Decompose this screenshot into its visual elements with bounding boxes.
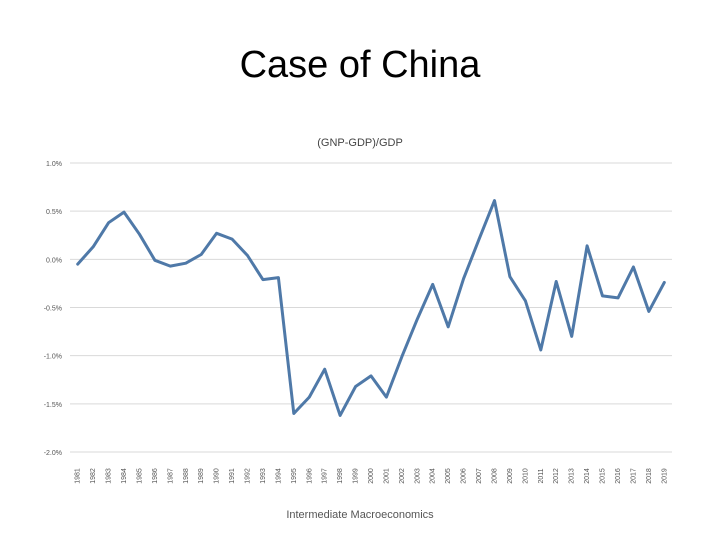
data-point [261, 278, 265, 281]
x-tick-label: 2014 [584, 468, 591, 484]
data-point [647, 310, 651, 313]
x-tick-label: 1983 [106, 468, 113, 484]
data-point [477, 237, 481, 241]
y-tick-label: 0.5% [46, 209, 62, 216]
y-tick-label: -1.5% [44, 402, 62, 409]
x-tick-label: 1992 [245, 468, 252, 484]
data-point [107, 221, 110, 224]
data-point [431, 283, 434, 286]
x-tick-label: 1999 [353, 468, 360, 484]
x-tick-label: 2011 [538, 468, 545, 483]
data-point [462, 277, 465, 280]
data-point [308, 395, 311, 399]
x-tick-label: 1988 [183, 468, 190, 484]
x-tick-label: 2013 [569, 468, 576, 484]
data-point [570, 335, 573, 338]
x-tick-label: 1986 [152, 468, 159, 484]
data-point [122, 210, 126, 214]
data-point [416, 317, 419, 321]
x-tick-label: 2018 [646, 468, 653, 484]
data-point [508, 275, 512, 278]
x-tick-label: 2016 [615, 468, 622, 484]
x-tick-label: 2006 [461, 468, 468, 484]
x-tick-label: 1995 [291, 468, 298, 484]
x-tick-label: 2017 [630, 468, 637, 484]
x-tick-label: 2010 [522, 468, 529, 484]
x-tick-label: 2000 [368, 468, 375, 484]
data-point [493, 199, 496, 202]
data-point [338, 414, 342, 417]
data-point [246, 254, 249, 257]
data-point [446, 325, 450, 328]
data-point [555, 280, 558, 283]
data-point [292, 412, 296, 415]
data-point [539, 348, 542, 352]
x-tick-label: 2008 [491, 468, 498, 484]
chart-title: (GNP-GDP)/GDP [317, 137, 403, 149]
x-tick-label: 1984 [121, 468, 128, 484]
data-point [200, 253, 203, 256]
data-point [169, 264, 172, 268]
x-axis-ticks: 1981 1982 1983 1984 1985 1986 1987 1988 1989 1990… [75, 468, 669, 484]
x-tick-label: 1982 [90, 468, 97, 484]
y-axis-ticks: 1.0% 0.5% 0.0% -0.5% -1.0% -1.5% -2.0% [44, 161, 62, 457]
x-tick-label: 2005 [445, 468, 452, 484]
y-tick-label: 1.0% [46, 161, 62, 168]
data-point [663, 281, 666, 284]
x-tick-label: 2019 [661, 468, 668, 484]
data-point [184, 261, 187, 265]
data-point [91, 245, 95, 249]
x-tick-label: 2007 [476, 468, 483, 484]
gridlines [70, 162, 672, 453]
x-tick-label: 2002 [399, 468, 406, 484]
data-point [153, 259, 157, 262]
x-tick-label: 1991 [229, 468, 236, 484]
x-tick-label: 2004 [430, 468, 437, 484]
data-point [354, 385, 357, 388]
data-point [138, 233, 141, 236]
x-tick-label: 1981 [75, 468, 82, 484]
x-tick-label: 2009 [507, 468, 514, 484]
data-point [585, 244, 589, 248]
x-tick-label: 1994 [275, 468, 282, 484]
x-tick-label: 1998 [337, 468, 344, 484]
slide-title: Case of China [239, 44, 481, 86]
x-tick-label: 2003 [414, 468, 421, 484]
y-tick-label: -2.0% [44, 450, 62, 457]
x-tick-label: 1985 [136, 468, 143, 484]
x-tick-label: 2012 [553, 468, 560, 484]
data-point [601, 294, 604, 298]
x-tick-label: 1987 [167, 468, 174, 484]
y-tick-label: -1.0% [44, 354, 62, 361]
data-point [323, 367, 326, 371]
data-point [215, 232, 218, 235]
x-tick-label: 1989 [198, 468, 205, 484]
data-point [76, 262, 79, 266]
data-point [385, 395, 388, 399]
data-points [76, 199, 666, 417]
data-point [616, 296, 620, 300]
x-tick-label: 1993 [260, 468, 267, 484]
data-point [400, 355, 404, 358]
footer-text: Intermediate Macroeconomics [286, 509, 434, 521]
data-point [524, 299, 527, 302]
x-tick-label: 2001 [383, 468, 390, 484]
data-point [230, 237, 234, 241]
y-tick-label: 0.0% [46, 257, 62, 264]
data-point [369, 374, 373, 378]
data-point [632, 265, 635, 269]
data-point [277, 276, 280, 279]
x-tick-label: 2015 [600, 468, 607, 484]
y-tick-label: -0.5% [44, 306, 62, 313]
x-tick-label: 1996 [306, 468, 313, 484]
x-tick-label: 1990 [214, 468, 221, 484]
x-tick-label: 1997 [322, 468, 329, 484]
